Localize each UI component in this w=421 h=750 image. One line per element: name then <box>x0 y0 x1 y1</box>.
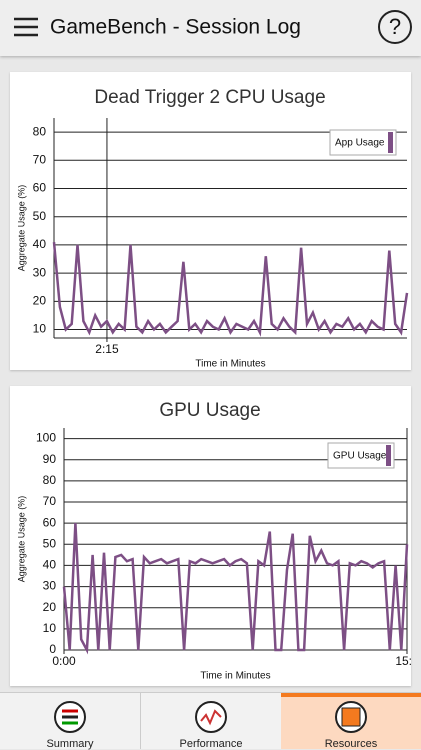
tab-label: Performance <box>179 738 243 750</box>
tab-active[interactable]: Resources <box>281 693 421 750</box>
tab-icon <box>335 701 367 733</box>
gpu-card: GPU Usage 0 10 20 30 40 50 60 70 80 90 100 0:00 15:0 A… <box>10 386 419 686</box>
tab-icon <box>195 701 227 733</box>
legend-label: App Usage <box>335 138 385 149</box>
chart: Dead Trigger 2 CPU Usage 10 20 30 40 50 60 70 80… <box>16 87 409 370</box>
series-line <box>52 241 409 337</box>
help-icon[interactable]: ? <box>389 14 401 39</box>
y-tick-label: 10 <box>33 322 47 336</box>
legend-swatch <box>386 445 391 466</box>
tab-label: Resources <box>324 738 378 750</box>
y-axis-label: Aggregate Usage (%) <box>16 496 26 583</box>
x-tick-label: 0:00 <box>52 654 76 668</box>
tab[interactable]: Summary <box>0 693 140 750</box>
y-tick-label: 80 <box>33 124 47 138</box>
y-tick-label: 60 <box>33 181 47 195</box>
legend-swatch <box>388 132 393 153</box>
cpu-card: Dead Trigger 2 CPU Usage 10 20 30 40 50 60 70 80… <box>10 72 411 370</box>
chart-title: GPU Usage <box>159 400 260 421</box>
tab-icon <box>54 701 86 733</box>
y-tick-label: 0 <box>49 642 56 656</box>
app-bar: GameBench - Session Log ? <box>0 0 421 56</box>
series-line <box>62 523 409 655</box>
y-tick-label: 20 <box>33 294 47 308</box>
x-tick-label: 15:0 <box>395 654 411 668</box>
y-tick-label: 60 <box>43 515 57 529</box>
y-tick-label: 40 <box>43 558 57 572</box>
x-axis-label: Time in Minutes <box>195 359 265 370</box>
y-tick-label: 50 <box>33 209 47 223</box>
legend-label: GPU Usage <box>333 451 387 462</box>
y-tick-label: 70 <box>33 152 47 166</box>
app-bar-graphics: GameBench - Session Log ? <box>14 10 412 44</box>
tab-label: Summary <box>46 738 94 750</box>
bottom-nav: Summary Performance Resources <box>0 692 421 750</box>
y-tick-label: 10 <box>43 621 57 635</box>
chart-title: Dead Trigger 2 CPU Usage <box>94 87 325 108</box>
y-tick-label: 40 <box>33 237 47 251</box>
y-tick-label: 80 <box>43 473 57 487</box>
y-tick-label: 50 <box>43 536 57 550</box>
y-axis-label: Aggregate Usage (%) <box>16 185 26 272</box>
menu-icon[interactable] <box>14 17 38 37</box>
y-tick-label: 100 <box>36 431 56 445</box>
y-tick-label: 90 <box>43 452 57 466</box>
x-tick-label: 2:15 <box>95 342 119 356</box>
help-button[interactable] <box>378 10 412 44</box>
chart: GPU Usage 0 10 20 30 40 50 60 70 80 90 100 0:00 15:0 A… <box>16 400 419 682</box>
legend-box <box>327 442 395 469</box>
app-title: GameBench - Session Log <box>50 16 301 39</box>
y-tick-label: 70 <box>43 494 57 508</box>
y-tick-label: 30 <box>43 579 57 593</box>
y-tick-label: 30 <box>33 265 47 279</box>
tab[interactable]: Performance <box>140 693 281 750</box>
x-axis-label: Time in Minutes <box>200 671 270 682</box>
y-tick-label: 20 <box>43 600 57 614</box>
legend-box <box>329 129 397 156</box>
